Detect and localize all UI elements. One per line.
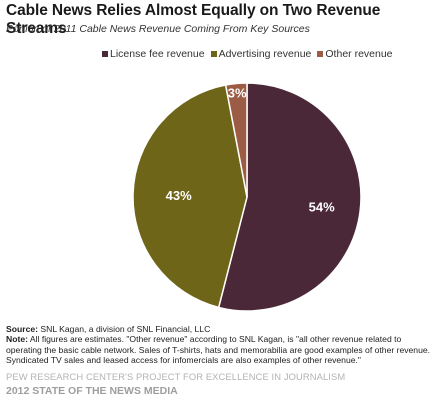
chart-subtitle: Portion of 2011 Cable News Revenue Comin… [6,23,310,35]
legend-item-other: Other revenue [317,48,393,60]
pie-slices [132,82,362,312]
pie-slice-license-fee [217,82,362,312]
legend-item-advertising: Advertising revenue [210,48,312,60]
pie-chart: 54% 43% 3% [132,82,362,312]
report-title: 2012 STATE OF THE NEWS MEDIA [6,385,178,397]
data-label-license-fee: 54% [309,199,335,214]
data-label-other: 3% [228,86,247,101]
note-label: Note: [6,334,28,345]
source-text: SNL Kagan, a division of SNL Financial, … [38,324,211,334]
chart-legend: License fee revenue Advertising revenue … [102,48,393,60]
chart-title: Cable News Relies Almost Equally on Two … [6,2,381,37]
data-label-advertising: 43% [166,188,192,203]
legend-swatch-advertising [210,51,217,57]
source-label: Source: [6,324,38,334]
legend-label-other: Other revenue [325,48,393,60]
legend-label-advertising: Advertising revenue [218,48,312,60]
organization-credit: PEW RESEARCH CENTER'S PROJECT FOR EXCELL… [6,371,346,382]
note-line: Note: All figures are estimates. "Other … [6,334,434,365]
legend-label-license-fee: License fee revenue [110,48,205,60]
pie-slice-advertising [132,84,248,309]
chart-notes: Source: SNL Kagan, a division of SNL Fin… [6,324,434,365]
legend-swatch-other [317,51,324,57]
source-line: Source: SNL Kagan, a division of SNL Fin… [6,324,434,334]
pie-data-labels: 54% 43% 3% [166,86,335,215]
pie-slice-other [224,82,248,198]
legend-swatch-license-fee [102,51,108,57]
legend-item-license-fee: License fee revenue [102,48,205,60]
note-text: All figures are estimates. "Other revenu… [6,334,431,365]
